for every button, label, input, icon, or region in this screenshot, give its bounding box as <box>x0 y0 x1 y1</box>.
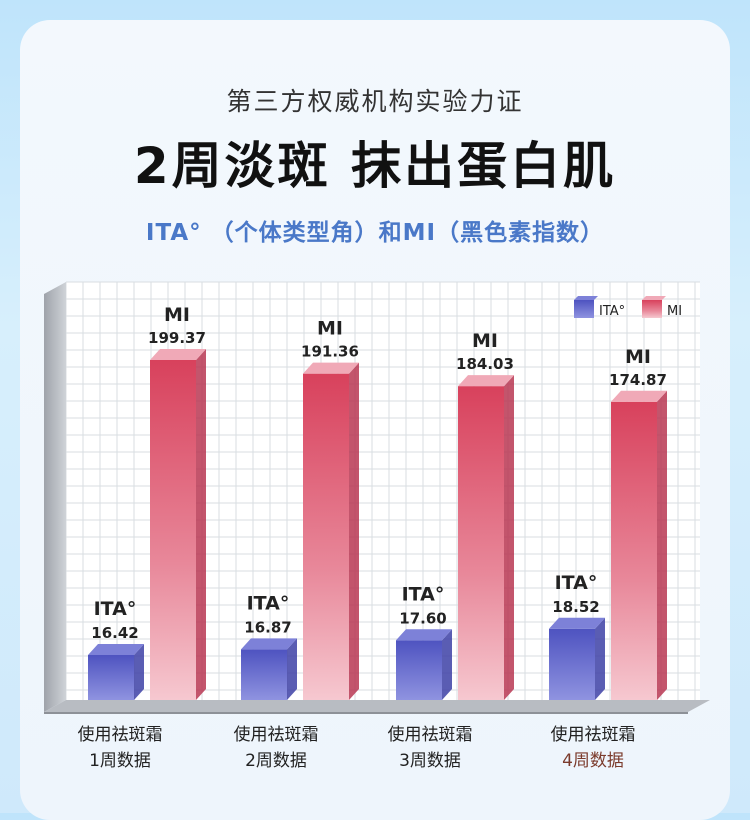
mi-bar-top <box>458 375 514 387</box>
chart-value-labels: ITA° 16.42 MI 199.37 ITA° 16.87 MI 191.36 ITA° 17… <box>91 304 667 642</box>
ita-bar-front <box>241 649 287 700</box>
ita-bar-side <box>287 638 297 700</box>
chart-floor-edge <box>44 712 688 714</box>
x-axis-label-line2: 3周数据 <box>399 751 461 771</box>
page-title: 2周淡斑 抹出蛋白肌 <box>133 137 617 195</box>
ita-bar <box>396 629 452 700</box>
mi-value-label: 174.87 <box>609 371 667 389</box>
x-axis-label-line1: 使用祛斑霜 <box>550 725 636 745</box>
mi-bar-side <box>504 375 514 700</box>
x-axis-label-line2: 2周数据 <box>245 751 307 771</box>
ita-bar-side <box>134 644 144 700</box>
x-axis-label-line2: 1周数据 <box>89 751 151 771</box>
ita-bar <box>549 617 605 700</box>
mi-value-label: 184.03 <box>456 355 514 373</box>
mi-bar-front <box>611 401 657 700</box>
ita-series-label: ITA° <box>247 592 290 614</box>
x-axis-label: 使用祛斑霜 4周数据 <box>523 722 663 774</box>
legend-swatch-ita-top <box>574 296 598 300</box>
x-axis-label: 使用祛斑霜 3周数据 <box>360 722 500 774</box>
mi-series-label: MI <box>317 318 343 340</box>
chart-bars <box>88 349 667 700</box>
ita-bar-side <box>595 617 605 700</box>
chart-caption: ITA° （个体类型角）和MI（黑色素指数） <box>145 220 605 246</box>
legend-label-mi: MI <box>667 304 682 319</box>
left-wall <box>44 282 66 712</box>
ita-bar <box>241 638 297 700</box>
mi-bar-front <box>303 373 349 700</box>
ita-bar-front <box>396 640 442 700</box>
mi-series-label: MI <box>472 330 498 352</box>
x-axis-label-line1: 使用祛斑霜 <box>387 725 473 745</box>
mi-bar <box>458 375 514 700</box>
x-axis-label-line1: 使用祛斑霜 <box>77 725 163 745</box>
mi-bar-front <box>150 360 196 700</box>
mi-series-label: MI <box>164 304 190 326</box>
ita-series-label: ITA° <box>94 598 137 620</box>
ita-bar <box>88 644 144 700</box>
ita-bar-top <box>241 638 297 650</box>
mi-value-label: 199.37 <box>148 329 206 347</box>
chart-legend: ITA° MI <box>574 296 682 319</box>
chart-floor <box>44 700 710 712</box>
mi-value-label: 191.36 <box>301 343 359 361</box>
mi-bar-front <box>458 386 504 700</box>
x-axis-label: 使用祛斑霜 2周数据 <box>206 722 346 774</box>
mi-bar <box>150 349 206 700</box>
ita-bar-top <box>88 644 144 655</box>
mi-bar-top <box>303 362 359 374</box>
ita-series-label: ITA° <box>402 583 445 605</box>
mi-bar-side <box>196 349 206 700</box>
legend-label-ita: ITA° <box>599 304 625 319</box>
legend-swatch-ita <box>574 300 594 318</box>
ita-bar-front <box>88 655 134 700</box>
mi-bar-top <box>611 390 667 402</box>
ita-value-label: 16.42 <box>91 624 138 642</box>
ita-value-label: 16.87 <box>244 618 291 636</box>
ita-series-label: ITA° <box>555 572 598 594</box>
ita-bar-front <box>549 628 595 700</box>
subtitle: 第三方权威机构实验力证 <box>226 87 524 116</box>
mi-bar <box>303 362 359 700</box>
x-axis-label-line2: 4周数据 <box>562 751 624 771</box>
mi-bar-top <box>150 349 206 360</box>
ita-value-label: 18.52 <box>552 598 599 616</box>
ita-bar-side <box>442 629 452 700</box>
x-axis-label: 使用祛斑霜 1周数据 <box>50 722 190 774</box>
ita-value-label: 17.60 <box>399 609 446 627</box>
legend-swatch-mi <box>642 300 662 318</box>
mi-bar <box>611 390 667 700</box>
legend-swatch-mi-top <box>642 296 666 300</box>
mi-bar-side <box>657 390 667 700</box>
ita-bar-top <box>549 617 605 629</box>
mi-bar-side <box>349 362 359 700</box>
x-axis-label-line1: 使用祛斑霜 <box>233 725 319 745</box>
ita-bar-top <box>396 629 452 641</box>
mi-series-label: MI <box>625 346 651 368</box>
